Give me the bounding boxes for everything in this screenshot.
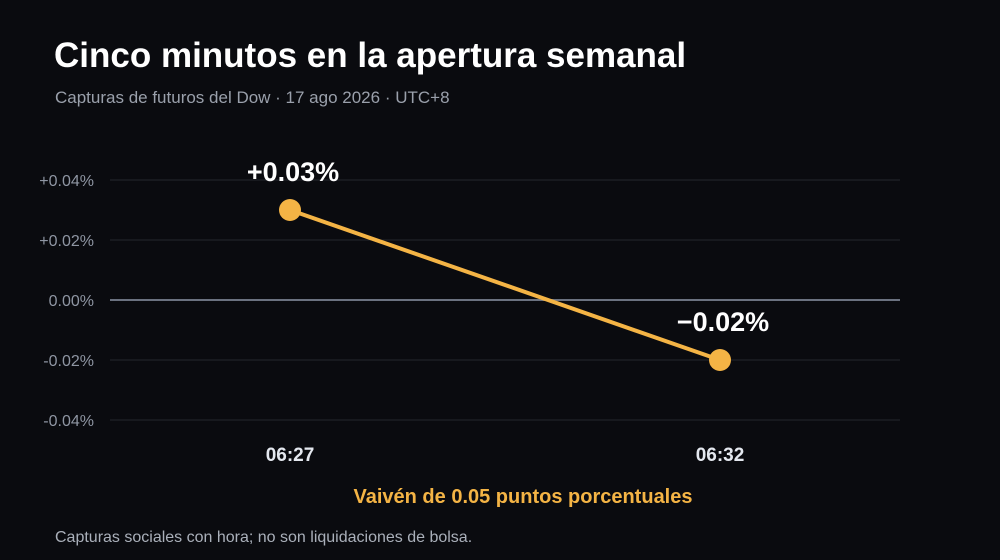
y-tick-label: +0.04% xyxy=(39,173,94,190)
series-line xyxy=(288,208,722,362)
chart-subtitle: Capturas de futuros del Dow · 17 ago 202… xyxy=(55,88,450,107)
y-tick-label: -0.02% xyxy=(43,353,94,370)
y-tick-label: 0.00% xyxy=(49,293,94,310)
data-label: +0.03% xyxy=(247,157,339,187)
data-point xyxy=(709,349,731,371)
y-tick-label: +0.02% xyxy=(39,233,94,250)
footnote: Capturas sociales con hora; no son liqui… xyxy=(55,529,473,546)
x-tick-label: 06:27 xyxy=(266,445,315,466)
y-tick-label: -0.04% xyxy=(43,413,94,430)
x-tick-label: 06:32 xyxy=(696,445,745,466)
swing-annotation: Vaivén de 0.05 puntos porcentuales xyxy=(353,486,693,508)
data-label: −0.02% xyxy=(677,307,769,337)
chart-title: Cinco minutos en la apertura semanal xyxy=(54,36,687,75)
data-point xyxy=(279,199,301,221)
